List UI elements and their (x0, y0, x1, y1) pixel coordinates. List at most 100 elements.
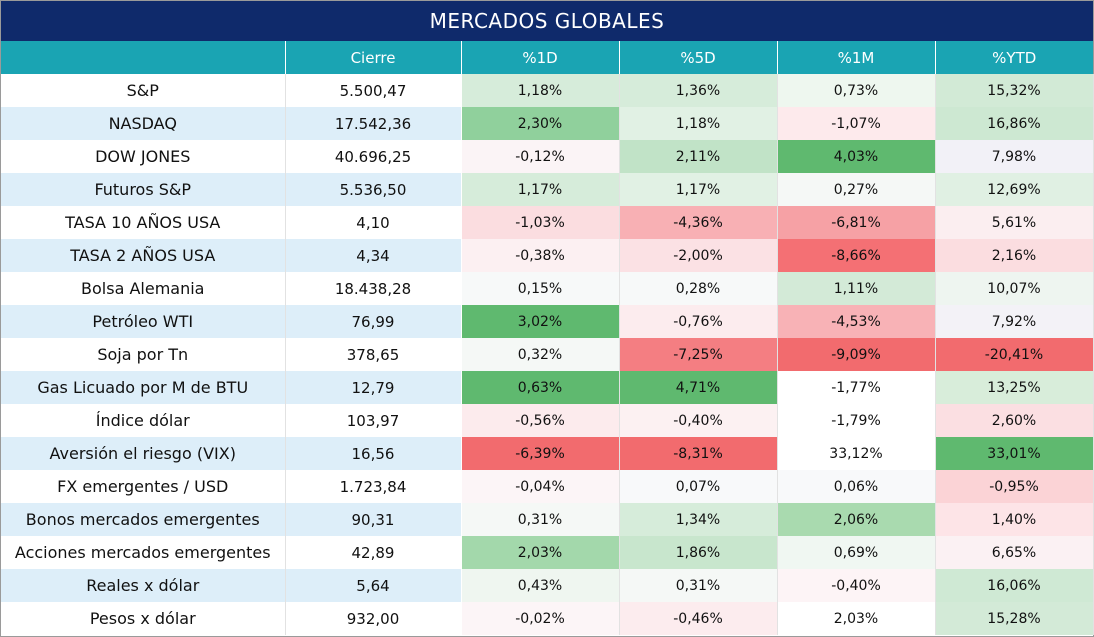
row-close: 378,65 (285, 338, 462, 371)
row-close: 12,79 (285, 371, 462, 404)
row-ytd: -20,41% (935, 338, 1094, 371)
row-close: 5.500,47 (285, 74, 462, 107)
row-name: NASDAQ (1, 107, 286, 140)
table-title: MERCADOS GLOBALES (1, 1, 1093, 41)
row-name: TASA 2 AÑOS USA (1, 239, 286, 272)
row-d5: 2,11% (619, 140, 778, 173)
row-m1: 2,03% (777, 602, 936, 635)
row-ytd: 33,01% (935, 437, 1094, 470)
header-1m: %1M (777, 41, 936, 74)
row-ytd: 16,06% (935, 569, 1094, 602)
row-d1: -0,56% (461, 404, 620, 437)
header-1d: %1D (461, 41, 620, 74)
row-ytd: 7,98% (935, 140, 1094, 173)
row-name: Soja por Tn (1, 338, 286, 371)
row-name: Petróleo WTI (1, 305, 286, 338)
row-close: 932,00 (285, 602, 462, 635)
row-name: TASA 10 AÑOS USA (1, 206, 286, 239)
row-ytd: 6,65% (935, 536, 1094, 569)
row-d1: -6,39% (461, 437, 620, 470)
row-d1: 0,32% (461, 338, 620, 371)
row-d1: -0,12% (461, 140, 620, 173)
row-name: Acciones mercados emergentes (1, 536, 286, 569)
row-close: 4,10 (285, 206, 462, 239)
row-d1: 3,02% (461, 305, 620, 338)
table-row: NASDAQ 17.542,36 2,30% 1,18% -1,07% 16,86% (1, 107, 1094, 140)
table-row: Bolsa Alemania 18.438,28 0,15% 0,28% 1,11% 10… (1, 272, 1094, 305)
row-name: Pesos x dólar (1, 602, 286, 635)
row-close: 16,56 (285, 437, 462, 470)
table-row: Petróleo WTI 76,99 3,02% -0,76% -4,53% 7,92% (1, 305, 1094, 338)
row-m1: 2,06% (777, 503, 936, 536)
table-row: Bonos mercados emergentes 90,31 0,31% 1,34%… (1, 503, 1094, 536)
row-m1: -1,07% (777, 107, 936, 140)
table-row: TASA 10 AÑOS USA 4,10 -1,03% -4,36% -6,81% 5,… (1, 206, 1094, 239)
row-d1: 2,03% (461, 536, 620, 569)
row-d1: 0,63% (461, 371, 620, 404)
row-close: 103,97 (285, 404, 462, 437)
row-name: Reales x dólar (1, 569, 286, 602)
row-name: Futuros S&P (1, 173, 286, 206)
row-d5: -7,25% (619, 338, 778, 371)
table-row: Aversión el riesgo (VIX) 16,56 -6,39% -8,31… (1, 437, 1094, 470)
row-m1: 0,06% (777, 470, 936, 503)
row-d5: 1,86% (619, 536, 778, 569)
table-row: Soja por Tn 378,65 0,32% -7,25% -9,09% -20,41… (1, 338, 1094, 371)
row-d5: 0,07% (619, 470, 778, 503)
table-row: Pesos x dólar 932,00 -0,02% -0,46% 2,03% 15,2… (1, 602, 1094, 635)
row-close: 76,99 (285, 305, 462, 338)
row-ytd: 5,61% (935, 206, 1094, 239)
row-d1: -1,03% (461, 206, 620, 239)
row-d5: -4,36% (619, 206, 778, 239)
row-close: 1.723,84 (285, 470, 462, 503)
table-row: S&P 5.500,47 1,18% 1,36% 0,73% 15,32% (1, 74, 1094, 107)
row-d5: 0,31% (619, 569, 778, 602)
row-d1: 1,18% (461, 74, 620, 107)
row-ytd: 2,16% (935, 239, 1094, 272)
row-d5: 1,34% (619, 503, 778, 536)
row-m1: -8,66% (777, 239, 936, 272)
row-name: Aversión el riesgo (VIX) (1, 437, 286, 470)
table-row: Acciones mercados emergentes 42,89 2,03% 1,… (1, 536, 1094, 569)
row-d5: 0,28% (619, 272, 778, 305)
row-m1: 1,11% (777, 272, 936, 305)
row-ytd: 15,28% (935, 602, 1094, 635)
table-row: Reales x dólar 5,64 0,43% 0,31% -0,40% 16,06% (1, 569, 1094, 602)
row-close: 18.438,28 (285, 272, 462, 305)
row-close: 90,31 (285, 503, 462, 536)
row-m1: -4,53% (777, 305, 936, 338)
row-close: 5,64 (285, 569, 462, 602)
row-ytd: 1,40% (935, 503, 1094, 536)
row-d1: -0,04% (461, 470, 620, 503)
row-ytd: 12,69% (935, 173, 1094, 206)
row-ytd: 2,60% (935, 404, 1094, 437)
row-m1: 0,73% (777, 74, 936, 107)
header-close: Cierre (285, 41, 462, 74)
header-row: Cierre %1D %5D %1M %YTD (1, 41, 1093, 74)
row-close: 17.542,36 (285, 107, 462, 140)
row-d1: 0,15% (461, 272, 620, 305)
row-name: Bonos mercados emergentes (1, 503, 286, 536)
row-m1: -9,09% (777, 338, 936, 371)
row-m1: 0,27% (777, 173, 936, 206)
row-m1: 4,03% (777, 140, 936, 173)
row-name: Índice dólar (1, 404, 286, 437)
row-d5: 1,17% (619, 173, 778, 206)
table-row: Futuros S&P 5.536,50 1,17% 1,17% 0,27% 12,69% (1, 173, 1094, 206)
row-d1: 2,30% (461, 107, 620, 140)
row-d1: 1,17% (461, 173, 620, 206)
row-ytd: 16,86% (935, 107, 1094, 140)
row-ytd: 13,25% (935, 371, 1094, 404)
row-close: 40.696,25 (285, 140, 462, 173)
row-m1: -1,77% (777, 371, 936, 404)
row-close: 5.536,50 (285, 173, 462, 206)
row-d5: -0,76% (619, 305, 778, 338)
row-d5: -8,31% (619, 437, 778, 470)
row-name: Gas Licuado por M de BTU (1, 371, 286, 404)
row-m1: -6,81% (777, 206, 936, 239)
table-row: TASA 2 AÑOS USA 4,34 -0,38% -2,00% -8,66% 2,1… (1, 239, 1094, 272)
row-ytd: -0,95% (935, 470, 1094, 503)
row-d5: 1,36% (619, 74, 778, 107)
row-name: S&P (1, 74, 286, 107)
